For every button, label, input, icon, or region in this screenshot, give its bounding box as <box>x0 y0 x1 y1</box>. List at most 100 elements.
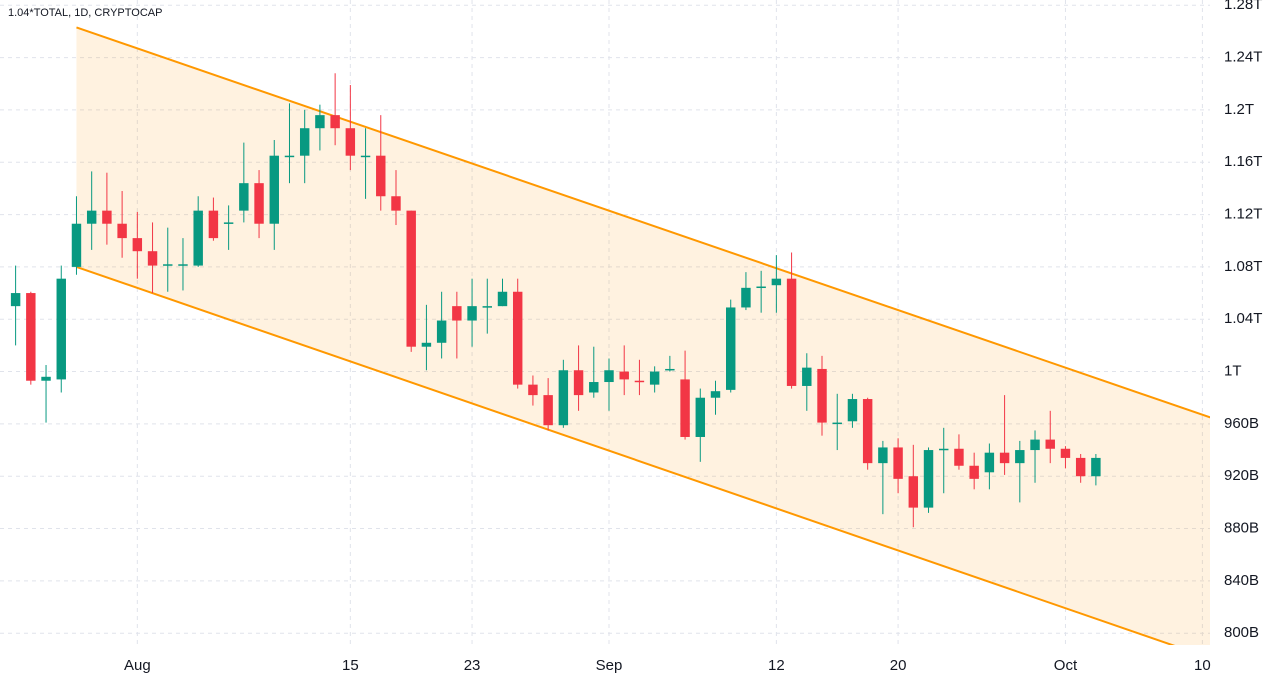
y-tick-label: 1.12T <box>1224 206 1262 223</box>
y-tick-label: 1.24T <box>1224 49 1262 66</box>
candle-body <box>360 155 371 158</box>
chart-title: 1.04*TOTAL, 1D, CRYPTOCAP <box>8 7 162 19</box>
candle-body <box>710 391 721 398</box>
y-tick-label: 920B <box>1224 467 1259 484</box>
candle-body <box>254 183 264 224</box>
y-tick-label: 1.16T <box>1224 153 1262 170</box>
candle-body <box>908 476 919 508</box>
candle-body <box>391 196 401 211</box>
x-tick-label: Sep <box>596 657 623 674</box>
x-tick-label: 23 <box>464 657 481 674</box>
candle-body <box>558 370 569 426</box>
candle-body <box>1015 450 1025 464</box>
candle-body <box>969 465 979 479</box>
y-tick-label: 1.2T <box>1224 101 1254 118</box>
candle-body <box>1030 439 1040 451</box>
candle-body <box>847 399 858 422</box>
candle-body <box>512 291 523 385</box>
candle-body <box>771 278 782 286</box>
channel-line <box>76 26 1210 419</box>
candle-body <box>163 264 173 266</box>
candle-body <box>939 448 949 451</box>
candle-body <box>984 452 995 473</box>
candle-body <box>726 307 736 390</box>
candle-body <box>315 115 325 129</box>
candle-body <box>923 450 934 508</box>
candle-body <box>10 293 21 307</box>
x-tick-label: 15 <box>342 657 359 674</box>
candle-body <box>376 155 386 197</box>
candle-body <box>482 306 492 308</box>
candle-body <box>41 376 51 381</box>
candle-body <box>1075 457 1086 477</box>
candle-body <box>239 183 249 211</box>
x-tick-label: Aug <box>124 657 151 674</box>
candle-body <box>1060 448 1071 458</box>
candle-body <box>528 384 538 396</box>
candle-body <box>634 380 645 383</box>
candle-body <box>756 286 766 289</box>
channel-fill <box>76 27 1210 645</box>
y-tick-label: 800B <box>1224 624 1259 641</box>
candle-body <box>26 293 36 381</box>
candle-body <box>1091 457 1101 477</box>
x-tick-label: 20 <box>890 657 907 674</box>
candle-body <box>832 422 842 425</box>
candle-body <box>132 238 143 252</box>
candle-body <box>208 210 219 239</box>
y-tick-label: 1.04T <box>1224 310 1262 327</box>
candle-body <box>954 448 964 466</box>
candle-body <box>695 397 706 437</box>
plot-area <box>10 26 1210 645</box>
candle-body <box>665 368 675 371</box>
candle-body <box>330 115 340 129</box>
candle-body <box>573 370 584 396</box>
candle-body <box>345 128 356 156</box>
candle-body <box>269 155 279 224</box>
candle-body <box>56 278 66 380</box>
candle-body <box>102 210 112 224</box>
candle-body <box>543 395 553 426</box>
candle-body <box>741 287 751 308</box>
candle-body <box>299 128 310 156</box>
candle-body <box>71 223 82 267</box>
candle-body <box>862 399 873 464</box>
candle-body <box>178 264 188 266</box>
candle-body <box>649 371 660 385</box>
candle-body <box>117 223 127 239</box>
x-tick-label: 12 <box>768 657 785 674</box>
candle-body <box>786 278 797 386</box>
candle-body <box>436 320 447 343</box>
candle-body <box>802 367 812 386</box>
y-tick-label: 1T <box>1224 363 1242 380</box>
candle-body <box>147 251 158 266</box>
y-tick-label: 1.28T <box>1224 0 1262 13</box>
candle-body <box>86 210 97 224</box>
axes: 1.28T 1.24T 1.2T 1.16T 1.12T 1.08T 1.04T 1T 960B… <box>124 0 1262 674</box>
x-tick-label: Oct <box>1054 657 1078 674</box>
candle-body <box>284 155 295 158</box>
candle-body <box>604 370 614 383</box>
candle-body <box>1045 439 1055 449</box>
y-tick-label: 840B <box>1224 572 1259 589</box>
candle-body <box>497 291 508 307</box>
y-tick-label: 1.08T <box>1224 258 1262 275</box>
candle-body <box>619 371 629 380</box>
candle-body <box>467 306 477 321</box>
candle-body <box>452 306 462 321</box>
channel-line <box>76 265 1176 645</box>
y-tick-label: 960B <box>1224 415 1259 432</box>
candle-body <box>421 342 432 347</box>
x-tick-label: 10 <box>1194 657 1211 674</box>
candle-body <box>878 447 888 464</box>
candle-body <box>893 447 903 479</box>
candle-body <box>817 368 827 423</box>
candle-body <box>406 210 416 347</box>
candle-body <box>193 210 203 266</box>
candle-body <box>223 222 234 224</box>
candle-body <box>589 382 599 393</box>
candle-body <box>680 379 690 437</box>
y-tick-label: 880B <box>1224 520 1259 537</box>
